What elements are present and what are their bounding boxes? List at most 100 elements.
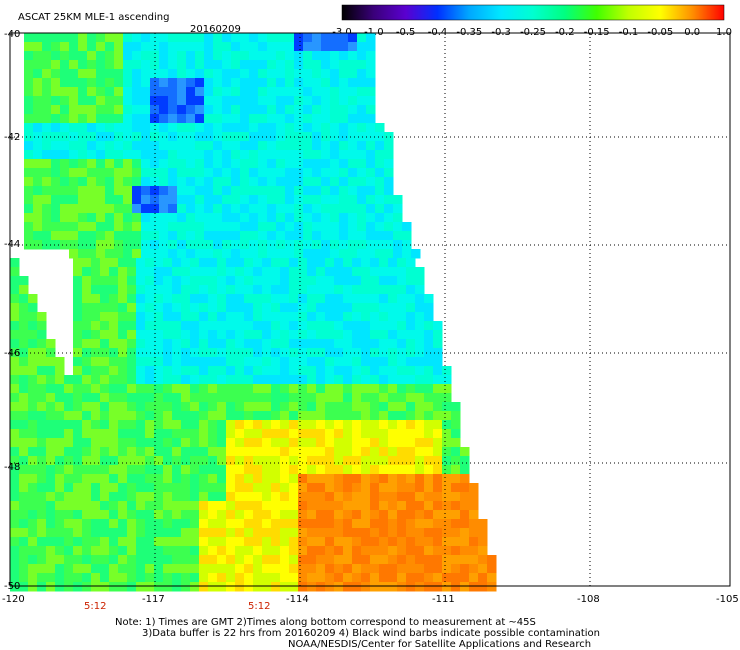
swath-cell [51,168,61,178]
swath-cell [424,330,434,340]
swath-cell [330,213,340,223]
swath-cell [141,141,151,151]
swath-cell [10,465,20,475]
swath-cell [123,231,133,241]
swath-cell [87,96,97,106]
swath-cell [352,519,362,529]
swath-cell [154,510,164,520]
swath-cell [208,474,218,484]
swath-cell [226,267,236,277]
swath-cell [424,438,434,448]
swath-cell [172,528,182,538]
swath-cell [370,303,380,313]
swath-cell [280,546,290,556]
swath-cell [384,132,394,142]
swath-cell [303,195,313,205]
swath-cell [73,546,83,556]
swath-cell [343,357,353,367]
swath-cell [330,168,340,178]
swath-cell [379,366,389,376]
swath-cell [145,564,155,574]
swath-cell [159,123,169,133]
swath-cell [339,168,349,178]
swath-cell [370,294,380,304]
swath-cell [51,213,61,223]
swath-cell [321,87,331,97]
swath-cell [33,222,43,232]
swath-cell [33,105,43,115]
swath-cell [181,564,191,574]
swath-cell [60,177,70,187]
swath-cell [307,285,317,295]
swath-cell [132,240,142,250]
swath-cell [28,384,38,394]
swath-cell [325,339,335,349]
swath-cell [100,285,110,295]
swath-cell [73,375,83,385]
swath-cell [451,537,461,547]
swath-cell [87,168,97,178]
swath-cell [51,141,61,151]
swath-cell [451,411,461,421]
swath-cell [145,501,155,511]
swath-cell [55,483,65,493]
swath-cell [78,186,88,196]
swath-cell [154,438,164,448]
swath-cell [298,402,308,412]
swath-cell [415,501,425,511]
swath-cell [136,519,146,529]
swath-cell [271,357,281,367]
swath-cell [442,474,452,484]
swath-cell [316,285,326,295]
swath-cell [253,267,263,277]
swath-cell [253,528,263,538]
swath-cell [316,303,326,313]
swath-cell [460,528,470,538]
swath-cell [28,339,38,349]
swath-cell [127,285,137,295]
swath-cell [226,438,236,448]
swath-cell [289,438,299,448]
swath-cell [267,105,277,115]
swath-cell [289,384,299,394]
swath-cell [141,33,151,43]
swath-cell [280,519,290,529]
swath-cell [280,348,290,358]
swath-cell [240,105,250,115]
swath-cell [361,366,371,376]
swath-cell [186,231,196,241]
swath-cell [375,141,385,151]
swath-cell [235,447,245,457]
swath-cell [375,150,385,160]
swath-cell [114,177,124,187]
swath-cell [406,537,416,547]
swath-cell [28,348,38,358]
swath-cell [370,402,380,412]
swath-cell [370,429,380,439]
swath-cell [60,222,70,232]
swath-cell [118,339,128,349]
swath-cell [127,411,137,421]
swath-cell [105,186,115,196]
swath-cell [46,438,56,448]
swath-cell [226,501,236,511]
swath-cell [10,285,20,295]
swath-cell [181,438,191,448]
swath-cell [406,330,416,340]
swath-cell [487,555,497,565]
swath-cell [285,78,295,88]
swath-cell [208,555,218,565]
swath-cell [298,321,308,331]
swath-cell [154,447,164,457]
swath-cell [105,87,115,97]
swath-cell [276,141,286,151]
swath-cell [361,411,371,421]
swath-cell [397,366,407,376]
swath-cell [105,195,115,205]
swath-cell [352,366,362,376]
swath-cell [19,537,29,547]
lon-labels: -120 -117 -114 -111 -108 -105 [2,594,739,605]
swath-cell [298,267,308,277]
swath-cell [154,573,164,583]
swath-cell [217,348,227,358]
